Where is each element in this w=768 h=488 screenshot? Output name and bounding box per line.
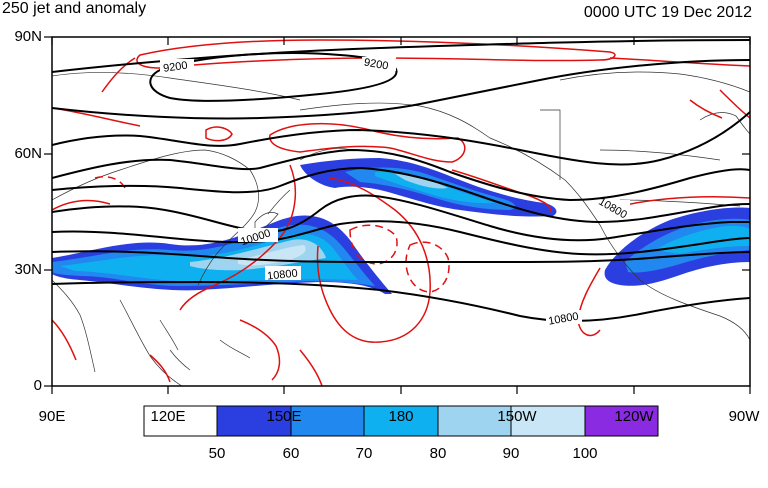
colorbar-swatch-2 — [290, 405, 365, 437]
lat-label-90n: 90N — [14, 28, 42, 45]
contour-label-10800-a: 10800 — [267, 268, 299, 283]
colorbar-label-100: 100 — [572, 445, 598, 462]
colorbar — [143, 405, 659, 437]
anomaly-contours — [52, 39, 750, 386]
lon-label-180: 180 — [388, 408, 414, 425]
colorbar-label-80: 80 — [429, 445, 447, 462]
colorbar-label-60: 60 — [282, 445, 300, 462]
lat-label-30n: 30N — [14, 261, 42, 278]
colorbar-label-70: 70 — [355, 445, 373, 462]
jet-shade-np-80 — [395, 174, 448, 189]
lat-label-0: 0 — [33, 377, 42, 394]
height-contours — [52, 39, 750, 323]
lon-label-90w: 90W — [728, 408, 760, 425]
map-frame — [51, 36, 751, 387]
lon-label-150w: 150W — [497, 408, 537, 425]
contour-label-9200-a: 9200 — [162, 60, 188, 75]
colorbar-swatch-4 — [437, 405, 512, 437]
colorbar-swatch-6 — [584, 405, 659, 437]
colorbar-label-90: 90 — [502, 445, 520, 462]
map-title: 250 jet and anomaly — [2, 0, 147, 17]
contour-label-9200-b: 9200 — [363, 56, 389, 72]
lon-label-150e: 150E — [266, 408, 302, 425]
lat-label-60n: 60N — [14, 145, 42, 162]
colorbar-swatch-1 — [216, 405, 292, 437]
colorbar-swatch-5 — [510, 405, 586, 437]
anomaly-contours-negative — [94, 176, 450, 293]
lon-label-120w: 120W — [614, 408, 654, 425]
contour-label-10800-b: 10800 — [596, 196, 628, 222]
lon-label-90e: 90E — [38, 408, 66, 425]
map-timestamp: 0000 UTC 19 Dec 2012 — [583, 4, 752, 21]
colorbar-label-50: 50 — [208, 445, 226, 462]
axis-ticks — [44, 36, 751, 394]
coastlines — [52, 71, 750, 386]
contour-label-10800-c: 10800 — [547, 311, 579, 328]
colorbar-swatch-0 — [143, 405, 218, 437]
lon-label-120e: 120E — [150, 408, 186, 425]
